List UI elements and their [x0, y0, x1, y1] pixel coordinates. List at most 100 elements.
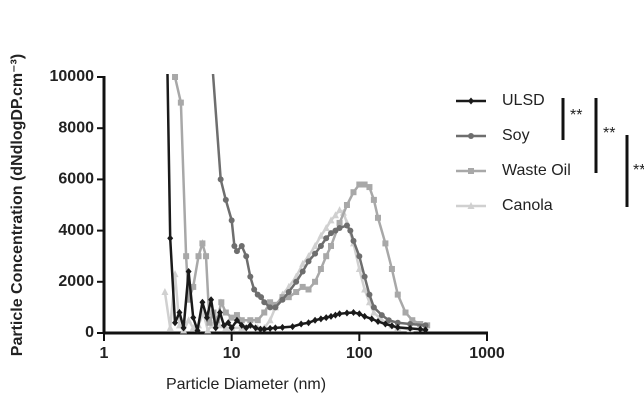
point: [370, 196, 377, 203]
point: [183, 253, 190, 260]
x-axis-label: Particle Diameter (nm): [166, 376, 326, 393]
point: [370, 304, 377, 311]
point: [206, 319, 213, 326]
point: [365, 298, 373, 306]
point: [331, 211, 339, 219]
point: [328, 312, 335, 320]
point: [323, 235, 330, 242]
point: [323, 314, 330, 322]
point: [254, 317, 261, 324]
legend: ULSD Soy Waste Oil Canola: [456, 92, 571, 214]
point: [336, 225, 343, 232]
y-tick-label: 2000: [58, 273, 94, 290]
point: [247, 317, 254, 324]
point: [243, 253, 250, 260]
point: [222, 196, 229, 203]
x-tick-label: 1: [100, 345, 109, 362]
point: [208, 296, 215, 304]
point: [468, 168, 474, 174]
point: [166, 323, 174, 331]
point: [203, 314, 210, 322]
point: [175, 321, 183, 329]
point: [199, 240, 206, 247]
point: [317, 242, 324, 249]
point: [422, 322, 429, 329]
point: [267, 304, 274, 311]
point: [252, 324, 259, 332]
point: [212, 324, 219, 332]
point: [355, 265, 363, 272]
point: [189, 323, 197, 331]
point: [261, 309, 268, 316]
point: [190, 314, 197, 322]
point: [394, 291, 401, 298]
legend-label: Waste Oil: [502, 162, 571, 179]
point: [279, 296, 286, 303]
point: [261, 299, 268, 306]
point: [247, 321, 254, 329]
point: [336, 310, 343, 318]
point: [176, 309, 183, 317]
point: [293, 278, 300, 285]
point: [374, 317, 381, 325]
point: [394, 319, 401, 326]
point: [347, 227, 354, 234]
point: [417, 325, 424, 333]
point: [343, 202, 350, 208]
point: [233, 312, 240, 319]
y-tick-label: 8000: [58, 119, 94, 136]
legend-label: ULSD: [502, 92, 545, 109]
point: [285, 294, 292, 301]
point: [361, 285, 369, 293]
point: [332, 311, 339, 319]
point: [368, 315, 375, 323]
significance-brackets: [561, 98, 629, 207]
point: [317, 315, 324, 323]
point: [327, 216, 335, 224]
point: [228, 314, 235, 321]
point: [394, 323, 401, 331]
point: [190, 283, 197, 290]
point: [388, 266, 395, 272]
point: [177, 99, 184, 106]
point: [388, 322, 395, 330]
point: [167, 234, 174, 242]
point: [299, 268, 306, 275]
point: [285, 289, 292, 296]
point: [356, 253, 363, 260]
point: [185, 268, 192, 276]
point: [257, 325, 264, 333]
point: [402, 309, 409, 316]
point: [293, 289, 300, 296]
point: [185, 296, 192, 303]
point: [204, 326, 212, 334]
point: [370, 308, 378, 316]
point: [233, 248, 240, 255]
point: [258, 294, 265, 301]
point: [356, 310, 363, 318]
point: [243, 324, 250, 332]
point: [336, 219, 343, 226]
point: [247, 273, 254, 280]
point: [312, 278, 319, 285]
point: [361, 273, 368, 280]
point: [323, 253, 330, 260]
point: [305, 319, 312, 327]
point: [317, 266, 324, 272]
point: [328, 230, 335, 237]
point: [233, 316, 240, 324]
point: [172, 74, 179, 80]
point: [185, 316, 193, 324]
point: [468, 97, 474, 105]
point: [266, 316, 274, 324]
point: [407, 324, 414, 332]
point: [385, 317, 392, 324]
point: [336, 206, 344, 214]
point: [228, 324, 235, 332]
point: [164, 22, 170, 29]
point: [217, 176, 224, 183]
point: [350, 309, 357, 317]
point: [366, 291, 373, 298]
point: [180, 324, 187, 332]
point: [378, 312, 385, 319]
